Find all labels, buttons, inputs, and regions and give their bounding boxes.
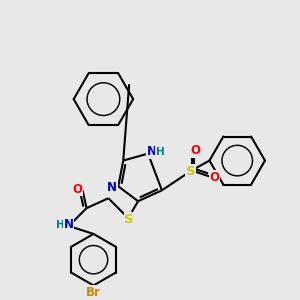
Text: O: O [209, 171, 219, 184]
Text: S: S [186, 165, 196, 178]
Text: H: H [56, 220, 65, 230]
Text: O: O [190, 144, 201, 157]
Text: N: N [64, 218, 74, 232]
Text: O: O [73, 183, 82, 196]
Text: N: N [147, 145, 157, 158]
Text: Br: Br [86, 286, 101, 299]
Text: N: N [107, 181, 117, 194]
Text: S: S [124, 212, 134, 226]
Text: H: H [155, 147, 164, 157]
